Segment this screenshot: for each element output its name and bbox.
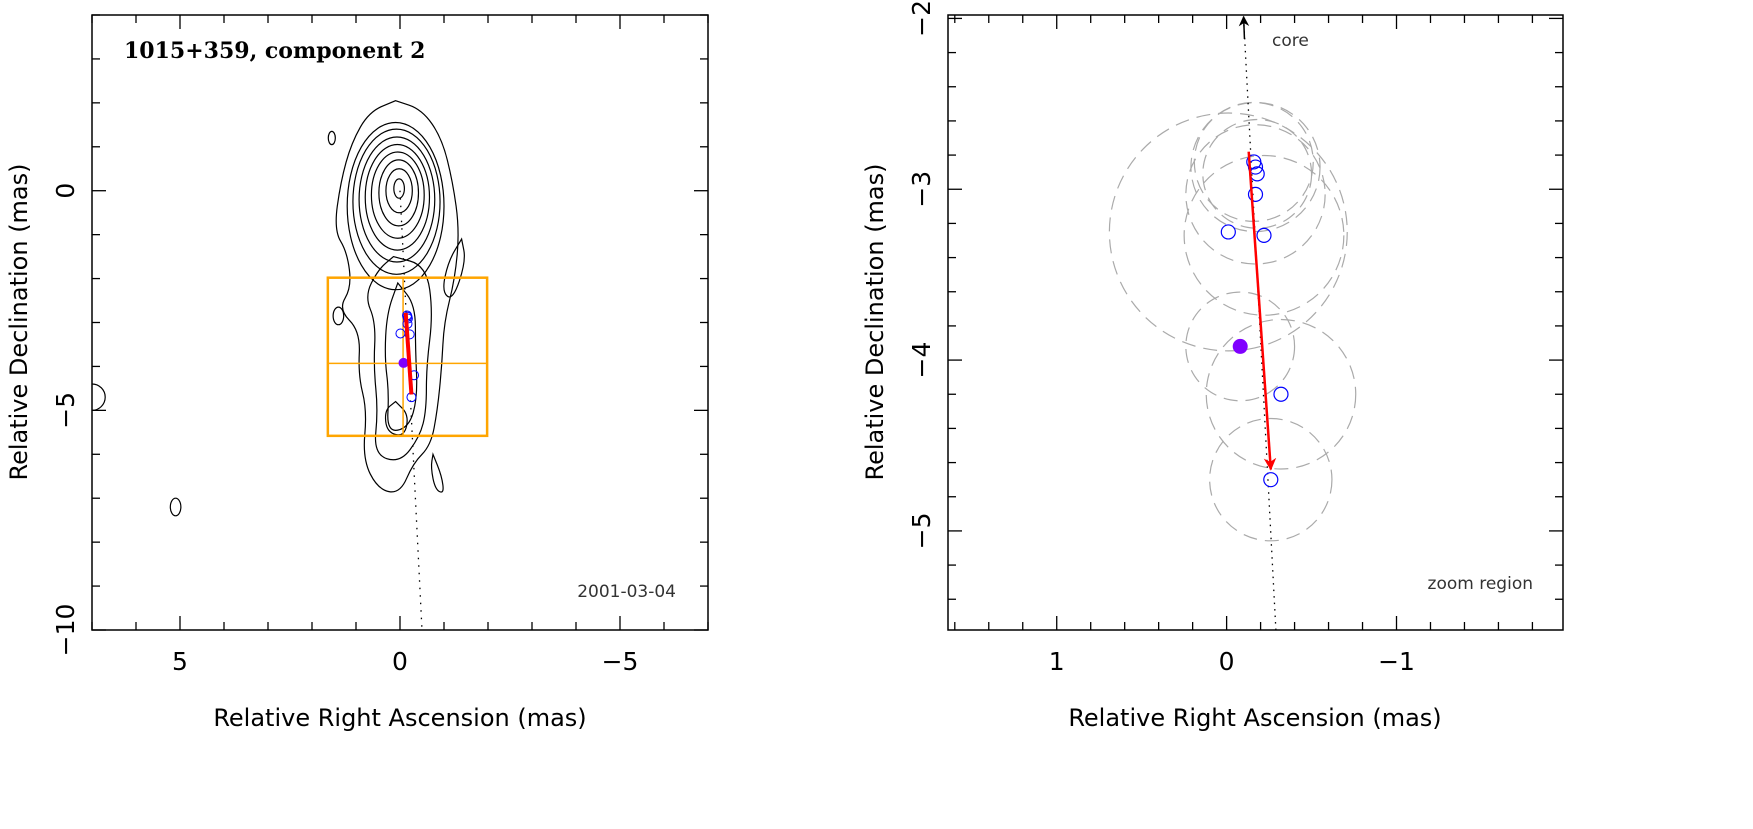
zoom-region-label: zoom region (1428, 574, 1533, 594)
y-tick-label: −10 (51, 604, 80, 657)
component-position (1273, 386, 1289, 402)
zoom-region-box (326, 276, 489, 438)
motion-vector-arrow (1247, 151, 1277, 471)
observation-date: 2001-03-04 (577, 582, 676, 602)
core-label: core (1272, 31, 1309, 51)
component-size-circle (1205, 318, 1357, 470)
x-tick-label: −1 (1378, 647, 1415, 676)
jet-contour (443, 237, 465, 298)
component-position (1247, 159, 1264, 175)
x-tick-label: 1 (1049, 647, 1065, 676)
x-tick-label: 0 (1219, 647, 1235, 676)
y-tick-label: 0 (51, 183, 80, 199)
left-ticks: 5 0 −5 0 −5 −10 (51, 14, 709, 676)
x-tick-label: −5 (602, 647, 639, 676)
core-contour (393, 178, 405, 199)
component-position (1256, 227, 1272, 243)
component-position (1247, 186, 1264, 202)
jet-contour (384, 400, 408, 436)
component-size-circle (1183, 154, 1345, 316)
component-position (1263, 472, 1279, 488)
jet-contour (367, 255, 432, 461)
left-x-axis-label: Relative Right Ascension (mas) (213, 704, 586, 732)
jet-contour (430, 452, 444, 493)
right-plot-area (1108, 15, 1357, 630)
component-position (404, 329, 415, 340)
right-x-axis-label: Relative Right Ascension (mas) (1068, 704, 1441, 732)
component-size-circle (1108, 112, 1348, 352)
component-size-circle (1185, 124, 1326, 265)
component-size-circle (1209, 417, 1333, 542)
isolated-contour (169, 497, 182, 517)
left-y-axis-label: Relative Declination (mas) (5, 163, 33, 480)
isolated-contour (327, 130, 336, 146)
left-frame (91, 14, 709, 631)
right-y-axis-label: Relative Declination (mas) (861, 163, 889, 480)
component-size-circle (1202, 118, 1313, 229)
y-tick-label: −4 (907, 342, 936, 379)
y-tick-label: −2 (907, 0, 936, 37)
core-contour (385, 168, 413, 214)
jet-contour (384, 281, 418, 431)
y-tick-label: −5 (51, 392, 80, 429)
component-position (1220, 224, 1236, 240)
core-contour (358, 136, 436, 263)
reference-point (1232, 338, 1248, 354)
y-tick-label: −5 (907, 512, 936, 549)
right-frame (947, 14, 1564, 631)
motion-vector (403, 312, 414, 395)
reference-size-circle (1185, 291, 1296, 402)
core-contour (378, 159, 420, 227)
left-title: 1015+359, component 2 (124, 38, 425, 64)
core-contour (352, 128, 441, 275)
left-plot-area (92, 100, 489, 630)
core-contour (370, 151, 425, 239)
reference-point (398, 357, 409, 368)
isolated-contour (332, 306, 345, 326)
core-contour (364, 143, 431, 251)
x-tick-label: 0 (392, 647, 408, 676)
y-tick-label: −3 (907, 171, 936, 208)
left-panel-contour-map: 5 0 −5 0 −5 −10 1015+359, component 2 2001-03… (5, 14, 709, 732)
right-panel-zoom: 1 0 −1 −2 −3 −4 −5 core zoom region Relative R… (861, 0, 1564, 732)
right-ticks: 1 0 −1 −2 −3 −4 −5 (907, 0, 1563, 676)
x-tick-label: 5 (172, 647, 188, 676)
jet-contour (335, 100, 459, 493)
core-direction-arrow (1238, 15, 1250, 39)
